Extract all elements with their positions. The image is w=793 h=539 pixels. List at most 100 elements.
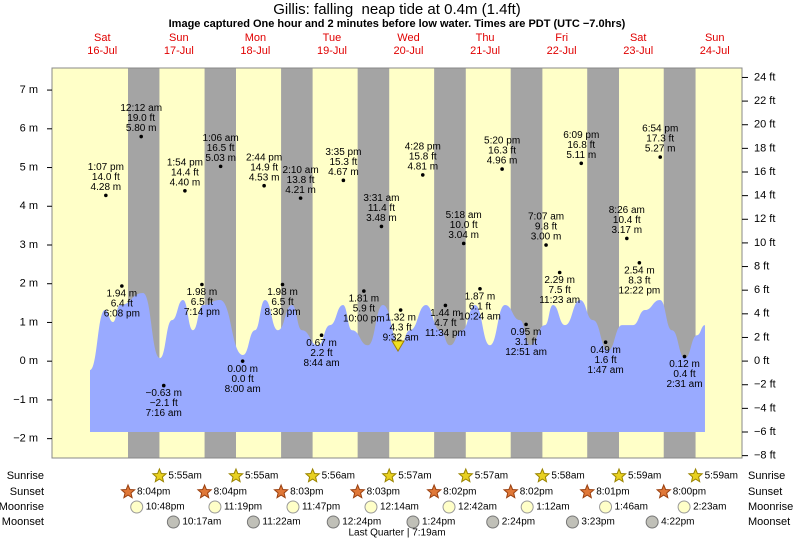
extremum-dot	[625, 236, 629, 241]
sunrise-icon	[381, 467, 398, 483]
extremum-label: 4.7 ft	[434, 318, 456, 329]
extremum-label: 0.95 m	[511, 327, 542, 338]
sunrise-time: 5:56am	[322, 471, 355, 482]
extremum-dot	[398, 308, 403, 312]
extremum-dot	[240, 359, 245, 363]
extremum-label: 7:14 pm	[184, 307, 220, 318]
extremum-label: 1.44 m	[430, 308, 461, 319]
moonrise-time: 2:23am	[693, 502, 726, 513]
extremum-label: 2:31 am	[666, 379, 702, 390]
y2-tick-label: 10 ft	[754, 237, 775, 249]
moonrise-time: 11:19pm	[224, 502, 262, 513]
y2-tick-label: −4 ft	[754, 402, 776, 414]
extremum-label: 16.5 ft	[207, 143, 235, 154]
extremum-label: 16.3 ft	[488, 146, 516, 157]
extremum-label: 4.28 m	[91, 182, 122, 193]
moonset-icon	[406, 515, 420, 529]
extremum-dot	[637, 261, 642, 265]
moonset-icon	[486, 515, 500, 529]
extremum-dot	[218, 164, 223, 169]
y2-tick-label: 0 ft	[754, 355, 769, 367]
extremum-label: 5.11 m	[566, 150, 596, 161]
extremum-label: 13.8 ft	[287, 175, 315, 186]
sunrise-icon	[687, 467, 704, 483]
extremum-label: 5.80 m	[126, 123, 157, 134]
moonrise-time: 1:12am	[536, 502, 569, 513]
moonset-time: 2:24pm	[502, 517, 535, 528]
extremum-label: 4.21 m	[285, 185, 316, 196]
date-label: 22-Jul	[547, 45, 577, 57]
extremum-label: 8:26 am	[609, 205, 645, 216]
sunrise-time: 5:57am	[475, 471, 508, 482]
sunrise-time: 5:55am	[168, 471, 201, 482]
extremum-dot	[262, 183, 266, 188]
y2-tick-label: −2 ft	[754, 379, 776, 391]
extremum-label: 4.53 m	[249, 172, 280, 183]
extremum-label: 3.17 m	[612, 225, 643, 236]
extremum-label: 2:10 am	[283, 165, 319, 176]
y-tick-label: 7 m	[20, 84, 38, 96]
extremum-dot	[161, 383, 166, 388]
extremum-dot	[420, 173, 425, 177]
weekday-label: Sun	[169, 32, 189, 44]
y2-tick-label: 2 ft	[754, 331, 769, 343]
sunset-icon	[273, 483, 289, 499]
extremum-label: 8:30 pm	[264, 307, 300, 318]
extremum-label: 2.29 m	[544, 275, 575, 286]
weekday-label: Fri	[555, 32, 568, 44]
extremum-label: 0.12 m	[669, 359, 700, 370]
extremum-label: 8:44 am	[303, 358, 339, 369]
extremum-label: 3.1 ft	[515, 337, 537, 348]
extremum-label: 2.2 ft	[310, 348, 332, 359]
extremum-label: 1:06 am	[203, 133, 239, 144]
y-tick-label: 2 m	[20, 278, 38, 290]
moonset-time: 10:17am	[182, 517, 221, 528]
sunset-icon	[349, 483, 366, 499]
row-label: Sunrise	[7, 470, 44, 482]
chart-title: Gillis: falling neap tide at 0.4m (1.4ft…	[273, 1, 521, 18]
extremum-label: 6:09 pm	[563, 130, 599, 141]
date-label: 21-Jul	[470, 45, 500, 57]
row-label: Moonrise	[0, 501, 44, 513]
sunset-icon	[196, 483, 213, 499]
extremum-label: 3:35 pm	[325, 147, 361, 158]
extremum-label: 0.49 m	[590, 345, 621, 356]
extremum-dot	[658, 155, 663, 159]
extremum-label: 12:51 am	[505, 347, 547, 358]
extremum-label: 14.4 ft	[171, 167, 199, 178]
extremum-label: 10.4 ft	[613, 215, 641, 226]
y2-tick-label: −8 ft	[754, 450, 776, 462]
extremum-label: 3.04 m	[448, 230, 479, 241]
sunrise-icon	[534, 467, 551, 483]
extremum-label: 6.1 ft	[469, 301, 491, 312]
sunset-time: 8:01pm	[596, 487, 629, 498]
plot-frame	[51, 67, 743, 459]
extremum-label: 11.4 ft	[368, 203, 395, 214]
moonset-time: 3:23pm	[581, 517, 614, 528]
sunset-icon	[655, 483, 672, 499]
extremum-dot	[579, 161, 584, 166]
sunrise-icon	[304, 467, 321, 483]
sunset-time: 8:03pm	[290, 487, 323, 498]
extremum-label: 1.6 ft	[594, 355, 616, 366]
extremum-label: 16.8 ft	[567, 140, 595, 151]
date-label: 19-Jul	[317, 45, 347, 57]
sunrise-time: 5:59am	[628, 471, 661, 482]
extremum-label: 6.5 ft	[191, 297, 213, 308]
weekday-label: Wed	[397, 32, 419, 44]
extremum-dot	[443, 303, 448, 308]
extremum-label: 9:32 am	[383, 333, 419, 344]
extremum-label: 15.8 ft	[409, 152, 437, 163]
y2-tick-label: 14 ft	[754, 190, 775, 202]
weekday-label: Thu	[476, 32, 495, 44]
moonset-time: 11:22am	[262, 517, 300, 528]
moonrise-icon	[677, 500, 691, 514]
moonset-icon	[326, 515, 340, 529]
extremum-dot	[139, 134, 143, 139]
extremum-label: 4.81 m	[407, 162, 438, 173]
extremum-label: 3:31 am	[363, 193, 399, 204]
moonrise-icon	[520, 500, 534, 514]
weekday-label: Tue	[323, 32, 342, 44]
moonrise-icon	[442, 500, 456, 514]
row-label: Moonset	[748, 516, 790, 528]
